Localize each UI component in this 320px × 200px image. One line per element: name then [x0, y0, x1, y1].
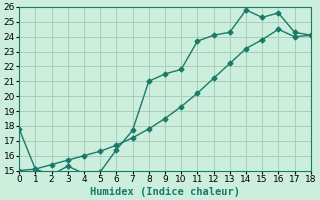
X-axis label: Humidex (Indice chaleur): Humidex (Indice chaleur)	[90, 186, 240, 197]
